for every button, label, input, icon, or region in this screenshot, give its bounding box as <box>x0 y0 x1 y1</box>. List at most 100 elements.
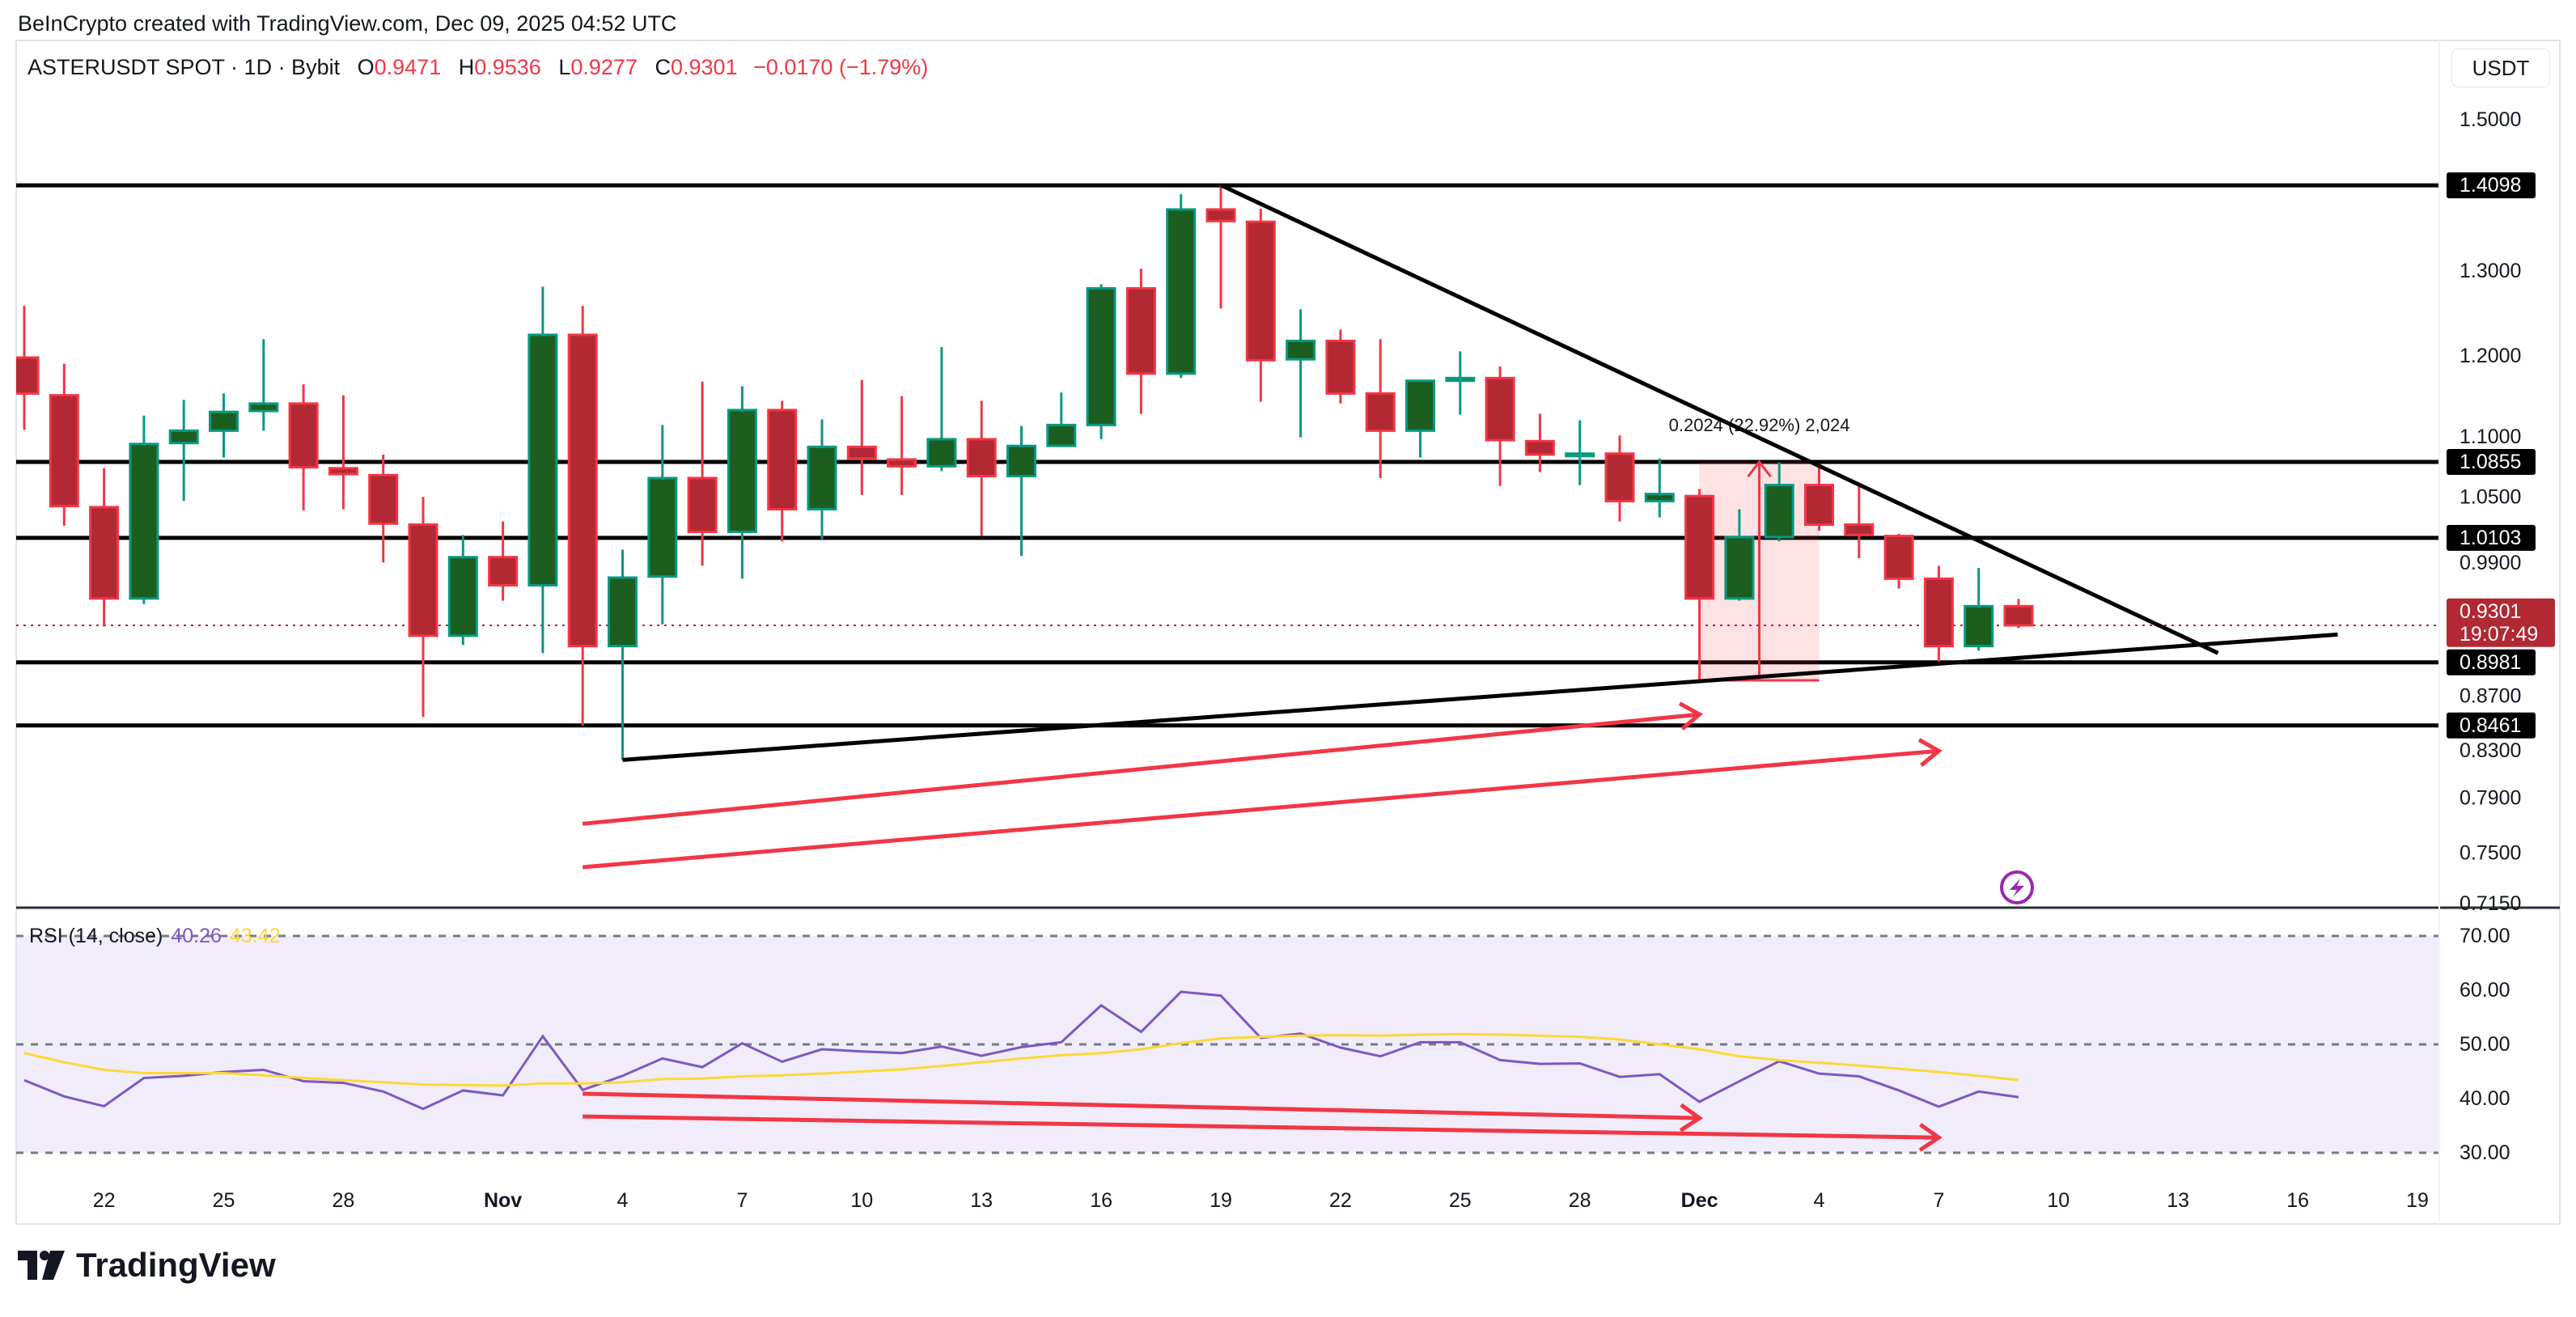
candle[interactable] <box>1205 185 1236 309</box>
alert-button[interactable] <box>2000 870 2034 904</box>
trendline[interactable] <box>1219 183 2219 655</box>
candle[interactable] <box>1086 284 1116 439</box>
change-value: −0.0170 (−1.79%) <box>753 55 929 79</box>
candle[interactable] <box>1604 435 1635 522</box>
last-price-box <box>2447 598 2555 647</box>
candle[interactable] <box>1844 485 1875 559</box>
candle[interactable] <box>887 396 917 495</box>
candle[interactable] <box>846 379 877 495</box>
candle-body-up <box>807 445 837 510</box>
currency-button[interactable]: USDT <box>2451 49 2550 87</box>
rsi-arrow[interactable] <box>583 1091 1700 1120</box>
price-arrow-head <box>1917 738 1943 767</box>
candle[interactable] <box>1286 309 1316 438</box>
candle-body-up <box>1724 536 1755 600</box>
candle-body-up <box>1565 452 1595 458</box>
candle[interactable] <box>1006 426 1036 557</box>
symbol-title[interactable]: ASTERUSDT SPOT · 1D · Bybit <box>28 55 341 79</box>
candle[interactable] <box>1125 269 1156 414</box>
price-tick-label: 1.1000 <box>2459 426 2521 448</box>
price-tick-label: 1.3000 <box>2459 260 2521 282</box>
candle[interactable] <box>447 535 478 646</box>
rsi-pane[interactable] <box>23 990 2019 1152</box>
candle-body-up <box>248 402 279 413</box>
price-range-label: 0.2024 (22.92%) 2,024 <box>1669 415 1850 435</box>
candle-body-up <box>129 443 159 600</box>
candle[interactable] <box>1684 489 1715 680</box>
candle[interactable] <box>408 497 439 718</box>
candle[interactable] <box>1964 567 1994 651</box>
time-tick-label: 25 <box>213 1189 235 1212</box>
candle-body-down <box>966 438 997 478</box>
level-label: 0.8461 <box>2459 714 2521 737</box>
candle[interactable] <box>2003 599 2034 629</box>
candle[interactable] <box>567 306 598 726</box>
candle-body-up <box>1445 376 1476 383</box>
candle[interactable] <box>1764 462 1794 542</box>
level-label: 1.4098 <box>2459 174 2521 197</box>
candle[interactable] <box>1245 208 1276 402</box>
candle[interactable] <box>608 549 638 760</box>
trendline[interactable] <box>622 632 2338 762</box>
candle[interactable] <box>11 306 40 430</box>
rsi-title[interactable]: RSI (14, close) <box>29 925 163 947</box>
candle[interactable] <box>1365 339 1396 478</box>
candle-body-down <box>1604 452 1635 502</box>
candle[interactable] <box>209 393 239 458</box>
rsi-line[interactable] <box>23 990 2019 1111</box>
symbol-legend: ASTERUSDT SPOT · 1D · Bybit O0.9471 H0.9… <box>28 55 928 80</box>
level-label-box <box>2447 524 2536 551</box>
bar-countdown: 19:07:49 <box>2459 623 2538 646</box>
candle[interactable] <box>1724 509 1755 601</box>
level-label-box <box>2447 448 2536 475</box>
candle[interactable] <box>368 454 399 563</box>
time-tick-label: Dec <box>1681 1189 1718 1212</box>
candle[interactable] <box>807 419 837 540</box>
candle[interactable] <box>527 286 558 654</box>
open-value: 0.9471 <box>374 55 442 79</box>
candle[interactable] <box>288 384 319 510</box>
candle[interactable] <box>1445 351 1476 415</box>
rsi-legend: RSI (14, close) 40.26 43.42 <box>29 925 280 948</box>
candle-body-up <box>647 476 678 578</box>
candle-body-down <box>49 394 79 508</box>
candle[interactable] <box>727 386 757 579</box>
price-pane[interactable]: 0.2024 (22.92%) 2,024 <box>11 183 2439 870</box>
candle[interactable] <box>687 381 718 566</box>
rsi-arrow-head <box>1679 1103 1704 1133</box>
rsi-ma-line[interactable] <box>23 1032 2019 1087</box>
candle[interactable] <box>488 521 519 601</box>
candle[interactable] <box>1923 565 1954 667</box>
candle[interactable] <box>89 468 120 627</box>
candle[interactable] <box>49 363 79 526</box>
candle[interactable] <box>129 415 159 604</box>
candle[interactable] <box>1883 534 1914 589</box>
candle[interactable] <box>1524 413 1555 472</box>
candle-body-up <box>1644 493 1675 502</box>
price-arrow[interactable] <box>582 748 1939 870</box>
candle[interactable] <box>1644 458 1675 518</box>
candle-body-down <box>89 506 120 600</box>
candle[interactable] <box>1565 420 1595 485</box>
tradingview-logo[interactable]: TradingView <box>18 1246 276 1285</box>
candle[interactable] <box>926 346 957 472</box>
time-tick-label: 4 <box>617 1189 629 1212</box>
candle[interactable] <box>1166 194 1197 379</box>
price-tick-label: 0.7500 <box>2459 841 2521 864</box>
candle-body-down <box>1125 286 1156 375</box>
candle[interactable] <box>1485 366 1515 486</box>
rsi-arrow[interactable] <box>583 1114 1939 1140</box>
candle[interactable] <box>767 400 798 542</box>
candle[interactable] <box>1325 329 1356 404</box>
candle[interactable] <box>328 395 358 510</box>
candle[interactable] <box>1046 392 1077 447</box>
candle[interactable] <box>168 400 199 502</box>
price-arrow[interactable] <box>582 712 1700 826</box>
candle[interactable] <box>1804 465 1834 531</box>
candle[interactable] <box>966 400 997 536</box>
candle[interactable] <box>248 339 279 431</box>
time-tick-label: 25 <box>1449 1189 1472 1212</box>
candle[interactable] <box>1405 379 1435 458</box>
candle[interactable] <box>647 425 678 625</box>
